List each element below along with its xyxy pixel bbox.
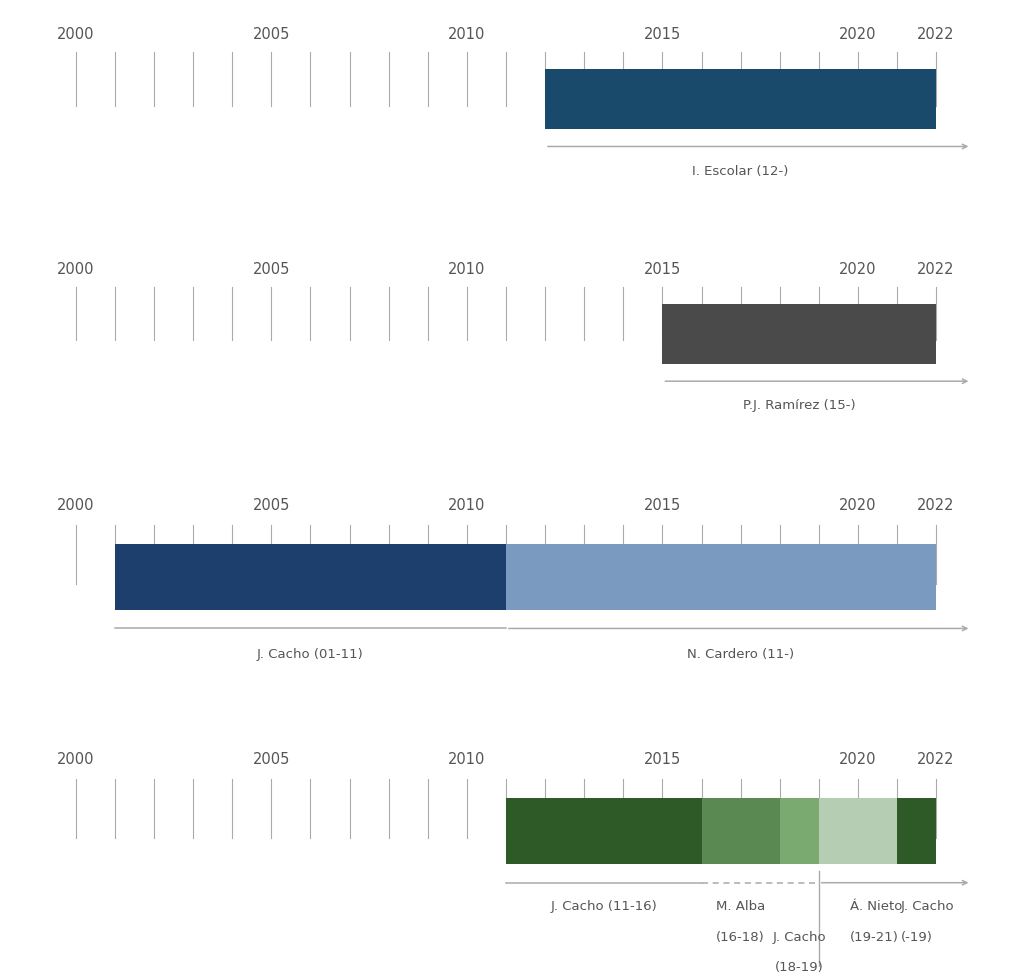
Bar xyxy=(897,798,936,864)
Text: J. Cacho: J. Cacho xyxy=(901,899,954,913)
Text: 2010: 2010 xyxy=(449,497,485,513)
Text: 2022: 2022 xyxy=(918,497,954,513)
Text: 2015: 2015 xyxy=(644,751,681,767)
Text: 2020: 2020 xyxy=(839,262,877,276)
Text: 2010: 2010 xyxy=(449,27,485,42)
Text: N. Cardero (11-): N. Cardero (11-) xyxy=(687,648,795,660)
Text: 2022: 2022 xyxy=(918,27,954,42)
Text: 2015: 2015 xyxy=(644,27,681,42)
Text: J. Cacho (11-16): J. Cacho (11-16) xyxy=(550,899,657,913)
Text: (19-21): (19-21) xyxy=(850,930,899,943)
Bar xyxy=(819,798,897,864)
Text: 2020: 2020 xyxy=(839,751,877,767)
Text: 2000: 2000 xyxy=(57,751,94,767)
Text: M. Alba: M. Alba xyxy=(716,899,765,913)
Text: 2005: 2005 xyxy=(253,262,290,276)
Text: 2000: 2000 xyxy=(57,497,94,513)
Text: J. Cacho: J. Cacho xyxy=(772,930,826,943)
Text: 2010: 2010 xyxy=(449,262,485,276)
Text: (-19): (-19) xyxy=(901,930,933,943)
Bar xyxy=(779,798,819,864)
Text: 2005: 2005 xyxy=(253,751,290,767)
Text: 2010: 2010 xyxy=(449,751,485,767)
Bar xyxy=(663,305,936,364)
Text: 2005: 2005 xyxy=(253,27,290,42)
Text: 2022: 2022 xyxy=(918,262,954,276)
Text: (16-18): (16-18) xyxy=(716,930,765,943)
Text: J. Cacho (01-11): J. Cacho (01-11) xyxy=(257,648,364,660)
Text: 2015: 2015 xyxy=(644,262,681,276)
Text: I. Escolar (12-): I. Escolar (12-) xyxy=(692,164,788,178)
Text: 2000: 2000 xyxy=(57,27,94,42)
Bar xyxy=(115,544,506,610)
Text: 2020: 2020 xyxy=(839,497,877,513)
Bar xyxy=(545,70,936,130)
Text: 2005: 2005 xyxy=(253,497,290,513)
Text: 2020: 2020 xyxy=(839,27,877,42)
Bar xyxy=(506,798,701,864)
Text: (18-19): (18-19) xyxy=(775,960,823,973)
Text: P.J. Ramírez (15-): P.J. Ramírez (15-) xyxy=(743,399,856,412)
Text: Á. Nieto: Á. Nieto xyxy=(850,899,902,913)
Text: 2015: 2015 xyxy=(644,497,681,513)
Text: 2022: 2022 xyxy=(918,751,954,767)
Bar xyxy=(701,798,779,864)
Bar xyxy=(506,544,936,610)
Text: 2000: 2000 xyxy=(57,262,94,276)
